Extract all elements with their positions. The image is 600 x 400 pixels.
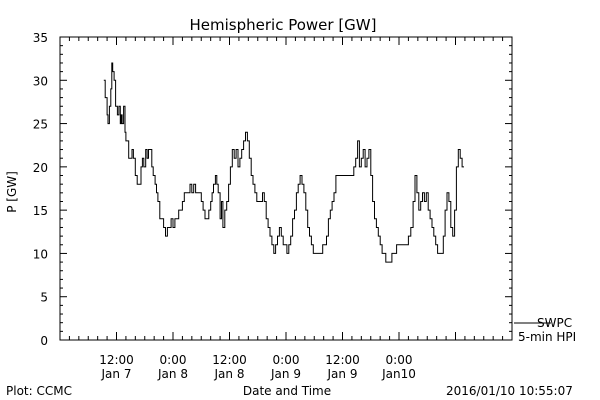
y-tick-label: 20 (33, 161, 48, 175)
plot-credit: Plot: CCMC (6, 384, 72, 398)
series-line-hpi (103, 62, 464, 263)
chart-title: Hemispheric Power [GW] (190, 16, 377, 34)
timestamp: 2016/01/10 10:55:07 (446, 384, 573, 398)
plot-frame (59, 36, 513, 341)
x-tick-label-time: 12:00 (212, 353, 247, 367)
y-axis-label: P [GW] (5, 171, 19, 213)
x-axis-title: Date and Time (243, 384, 331, 398)
legend-swpc-label: SWPC (537, 316, 572, 330)
y-tick-label: 30 (33, 74, 48, 88)
x-tick-label-date: Jan 8 (157, 367, 188, 381)
x-tick-label-time: 12:00 (325, 353, 360, 367)
y-tick-label: 10 (33, 247, 48, 261)
y-tick-label: 15 (33, 204, 48, 218)
x-tick-label-time: 12:00 (99, 353, 134, 367)
y-tick-labels: 0 5 10 15 20 25 30 35 (33, 31, 48, 348)
y-tick-label: 25 (33, 118, 48, 132)
x-tick-label-date: Jan 7 (101, 367, 132, 381)
y-tick-label: 35 (33, 31, 48, 45)
x-tick-label-date: Jan 9 (270, 367, 301, 381)
x-tick-label-time: 0:00 (386, 353, 413, 367)
legend-hpi-label: 5-min HPI (518, 330, 576, 344)
x-tick-label-date: Jan 9 (327, 367, 358, 381)
x-tick-label-time: 0:00 (160, 353, 187, 367)
x-tick-label-date: Jan 8 (214, 367, 245, 381)
x-tick-label-time: 0:00 (273, 353, 300, 367)
y-tick-label: 5 (40, 291, 48, 305)
series-group (103, 62, 464, 263)
axis-ticks (59, 36, 513, 341)
x-tick-label-date: Jan10 (381, 367, 416, 381)
y-tick-label: 0 (40, 334, 48, 348)
